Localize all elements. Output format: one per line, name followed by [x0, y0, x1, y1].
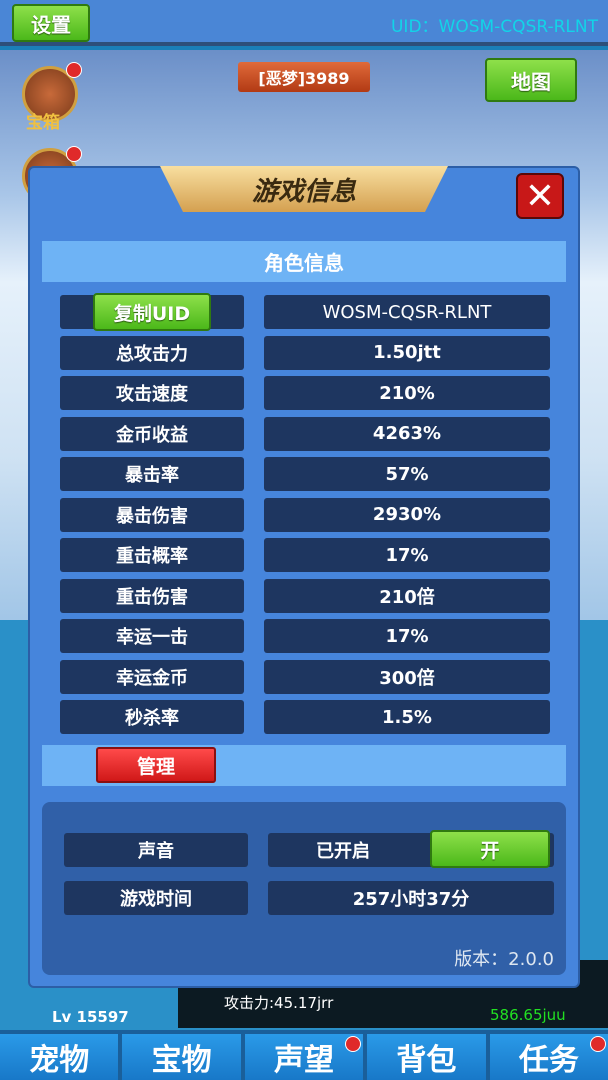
tab-pets[interactable]: 宠物 [0, 1034, 119, 1080]
playtime-label: 游戏时间 [64, 881, 248, 915]
stat-label: 暴击率 [60, 457, 244, 491]
tab-label: 背包 [396, 1043, 457, 1078]
section-title: 角色信息 [42, 241, 566, 282]
badge-dot [590, 1036, 607, 1052]
close-button[interactable]: ✕ [516, 173, 564, 219]
tab-reputation[interactable]: 声望 [244, 1034, 364, 1080]
stat-label: 复制UID [60, 293, 244, 331]
stat-label: 金币收益 [60, 416, 244, 451]
stat-value: 1.50jtt [264, 335, 550, 370]
stat-label: 总攻击力 [60, 335, 244, 370]
tab-label: 宠物 [29, 1043, 90, 1078]
stat-value: 4263% [264, 416, 550, 451]
gold-text: 586.65juu [490, 1006, 566, 1024]
dialog-title: 游戏信息 [160, 166, 448, 212]
stat-label: 秒杀率 [60, 700, 244, 734]
stat-value: 210% [264, 376, 550, 410]
map-button[interactable]: 地图 [485, 58, 577, 102]
tab-treasures[interactable]: 宝物 [122, 1034, 241, 1080]
settings-button[interactable]: 设置 [12, 4, 90, 42]
close-icon: ✕ [524, 175, 556, 217]
stat-label: 暴击伤害 [60, 497, 244, 532]
sound-label: 声音 [64, 833, 248, 867]
stat-label: 重击伤害 [60, 578, 244, 613]
playtime-value: 257小时37分 [268, 881, 554, 915]
manage-button[interactable]: 管理 [96, 747, 216, 783]
stat-value: 57% [264, 457, 550, 491]
badge-dot [345, 1036, 362, 1052]
top-bar [0, 0, 608, 46]
badge-dot [66, 146, 82, 162]
stat-value: WOSM-CQSR-RLNT [264, 295, 550, 329]
chest-label: 宝箱 [26, 113, 60, 133]
stat-value: 210倍 [264, 578, 550, 613]
stat-label: 重击概率 [60, 538, 244, 572]
tab-bag[interactable]: 背包 [367, 1034, 486, 1080]
stage-banner: [恶梦]3989 [238, 62, 370, 92]
stat-label: 幸运一击 [60, 619, 244, 653]
version-text: 版本：2.0.0 [454, 949, 554, 970]
bottom-tabs: 宠物 宝物 声望 背包 任务 [0, 1030, 608, 1080]
attack-text: 攻击力:45.17jrr [224, 994, 334, 1012]
stat-value: 1.5% [264, 700, 550, 734]
stat-label: 攻击速度 [60, 376, 244, 410]
stat-value: 17% [264, 619, 550, 653]
tab-label: 任务 [518, 1043, 579, 1078]
tab-label: 宝物 [151, 1043, 212, 1078]
stat-label: 幸运金币 [60, 659, 244, 694]
stat-value: 300倍 [264, 659, 550, 694]
copy-uid-button[interactable]: 复制UID [93, 293, 211, 331]
pet-level: Lv 15597 [52, 1008, 129, 1026]
tab-tasks[interactable]: 任务 [489, 1034, 608, 1080]
stat-value: 2930% [264, 497, 550, 532]
tab-label: 声望 [274, 1043, 335, 1078]
sound-toggle[interactable]: 开 [430, 830, 550, 868]
stat-value: 17% [264, 538, 550, 572]
uid-text: UID：WOSM-CQSR-RLNT [390, 17, 598, 37]
badge-dot [66, 62, 82, 78]
